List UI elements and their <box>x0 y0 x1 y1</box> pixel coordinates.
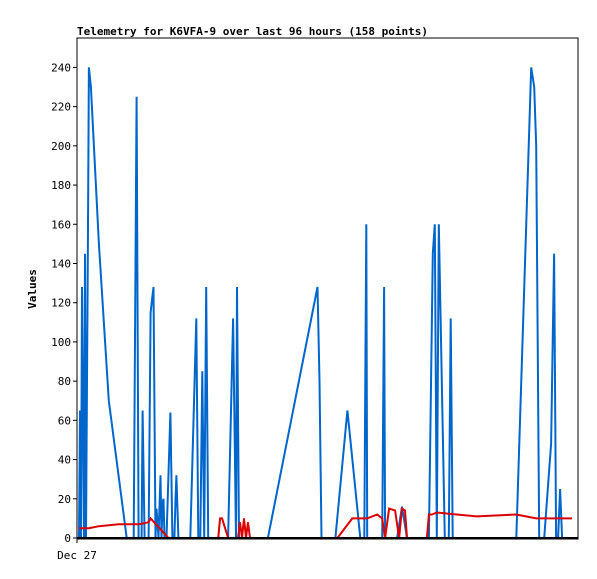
series-line-2 <box>79 506 572 539</box>
y-tick-label: 100 <box>51 336 71 349</box>
chart-title: Telemetry for K6VFA-9 over last 96 hours… <box>77 25 428 38</box>
x-tick-label: Dec 27 <box>57 549 97 562</box>
y-tick-label: 80 <box>58 375 71 388</box>
y-tick-label: 180 <box>51 179 71 192</box>
x-axis-ticks: Dec 27 <box>57 538 97 562</box>
series-line-1 <box>78 67 572 539</box>
y-tick-label: 60 <box>58 414 71 427</box>
y-tick-label: 200 <box>51 140 71 153</box>
y-axis-ticks: 0 20 40 60 80 100 120 140 160 180 200 220 240 <box>51 61 77 545</box>
series-layer <box>78 67 572 539</box>
y-tick-label: 160 <box>51 218 71 231</box>
y-tick-label: 40 <box>58 454 71 467</box>
y-tick-label: 0 <box>64 532 71 545</box>
y-axis-label: Values <box>26 269 39 309</box>
plot-frame <box>76 37 579 540</box>
y-tick-label: 20 <box>58 493 71 506</box>
y-tick-label: 220 <box>51 101 71 114</box>
y-tick-label: 140 <box>51 257 71 270</box>
y-tick-label: 240 <box>51 61 71 74</box>
y-tick-label: 120 <box>51 297 71 310</box>
